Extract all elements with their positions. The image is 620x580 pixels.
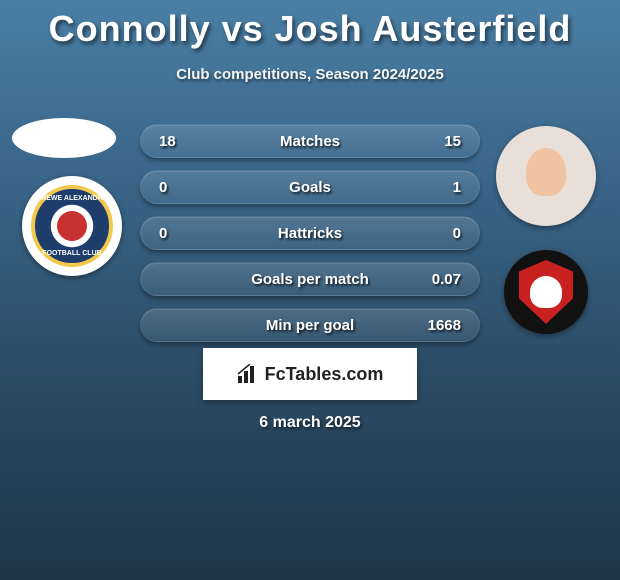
- crewe-badge: CREWE ALEXANDRA FOOTBALL CLUB: [22, 176, 122, 276]
- date-label: 6 march 2025: [0, 414, 620, 432]
- stat-left-value: 18: [159, 133, 199, 150]
- player-head-icon: [526, 148, 566, 196]
- stat-right-value: 15: [421, 133, 461, 150]
- watermark-box: FcTables.com: [203, 348, 417, 400]
- stat-row-goals: 0 Goals 1: [140, 170, 480, 204]
- stat-right-value: 1668: [421, 317, 461, 334]
- stat-row-min-per-goal: Min per goal 1668: [140, 308, 480, 342]
- left-badges-column: CREWE ALEXANDRA FOOTBALL CLUB: [8, 118, 128, 276]
- stat-right-value: 0.07: [421, 271, 461, 288]
- stat-row-matches: 18 Matches 15: [140, 124, 480, 158]
- right-badges-column: [496, 126, 596, 334]
- salford-badge: [504, 250, 588, 334]
- crewe-lion-icon: [57, 211, 87, 241]
- salford-lion-icon: [530, 276, 562, 308]
- stat-row-hattricks: 0 Hattricks 0: [140, 216, 480, 250]
- stat-right-value: 0: [421, 225, 461, 242]
- subtitle: Club competitions, Season 2024/2025: [0, 66, 620, 83]
- crewe-badge-inner: CREWE ALEXANDRA FOOTBALL CLUB: [31, 185, 113, 267]
- player-photo: [496, 126, 596, 226]
- stat-row-goals-per-match: Goals per match 0.07: [140, 262, 480, 296]
- watermark-text: FcTables.com: [265, 364, 384, 385]
- stat-label: Goals: [289, 179, 331, 196]
- stat-right-value: 1: [421, 179, 461, 196]
- crewe-text-bottom: FOOTBALL CLUB: [35, 250, 109, 257]
- stat-left-value: 0: [159, 179, 199, 196]
- crewe-text-top: CREWE ALEXANDRA: [35, 195, 109, 202]
- stat-label: Hattricks: [278, 225, 342, 242]
- placeholder-oval: [12, 118, 116, 158]
- barchart-icon: [237, 364, 259, 384]
- salford-shield-icon: [519, 260, 573, 324]
- page-title: Connolly vs Josh Austerfield: [0, 0, 620, 50]
- stat-label: Matches: [280, 133, 340, 150]
- stat-label: Goals per match: [251, 271, 369, 288]
- stat-left-value: 0: [159, 225, 199, 242]
- stats-table: 18 Matches 15 0 Goals 1 0 Hattricks 0 Go…: [140, 124, 480, 354]
- stat-label: Min per goal: [266, 317, 354, 334]
